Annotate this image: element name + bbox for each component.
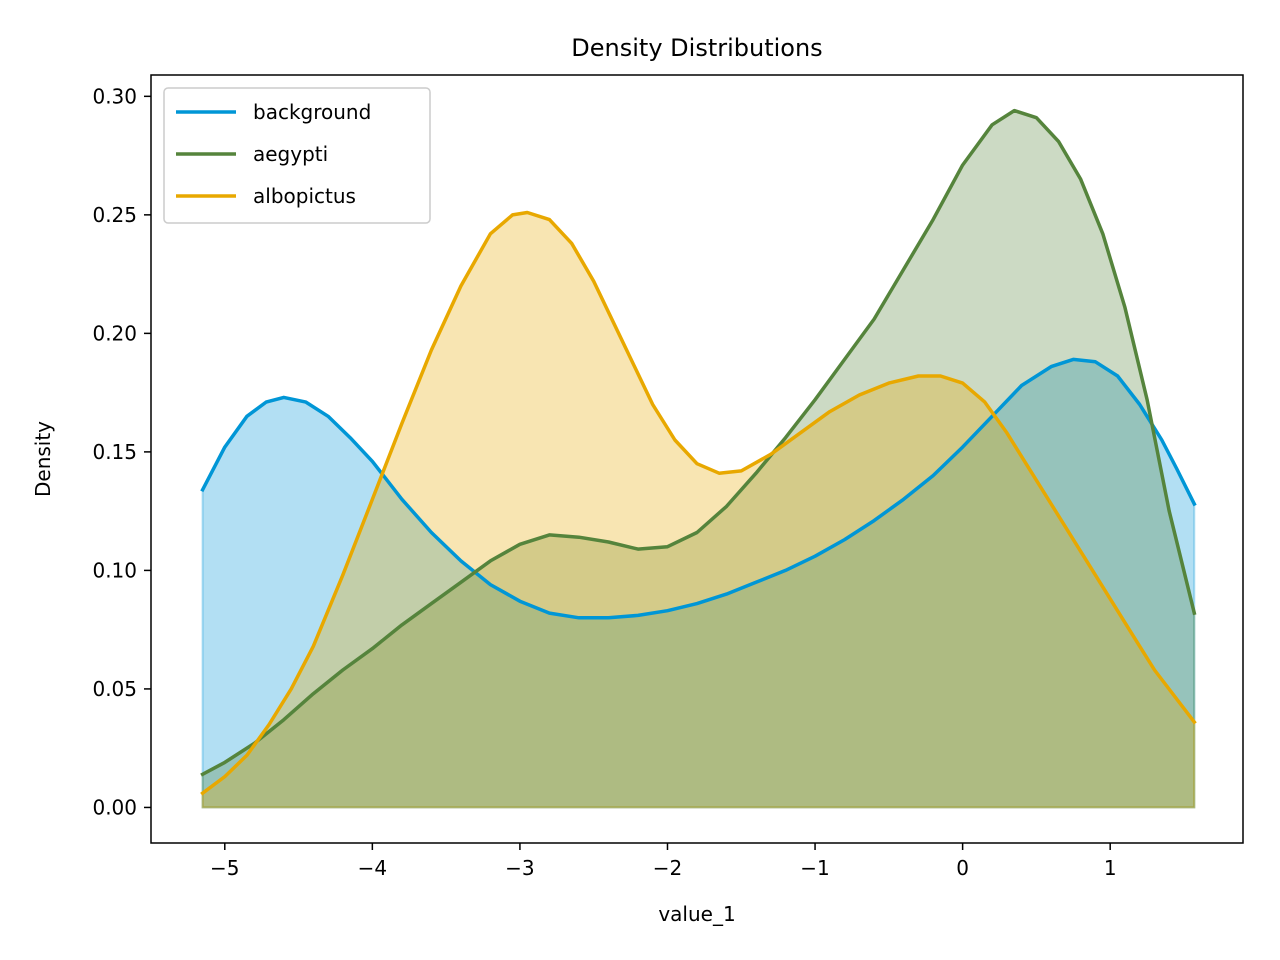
y-tick-label: 0.20 bbox=[92, 321, 137, 345]
legend-label-albopictus: albopictus bbox=[253, 184, 356, 208]
density-lines bbox=[200, 108, 1197, 796]
legend-label-aegypti: aegypti bbox=[253, 142, 328, 166]
x-tick-label: −1 bbox=[800, 856, 829, 880]
y-tick-label: 0.10 bbox=[92, 558, 137, 582]
x-tick-label: 1 bbox=[1104, 856, 1117, 880]
legend-label-background: background bbox=[253, 100, 371, 124]
line-background bbox=[200, 357, 1197, 620]
y-tick-label: 0.05 bbox=[92, 677, 137, 701]
x-tick-label: −3 bbox=[505, 856, 534, 880]
y-axis-label: Density bbox=[31, 421, 55, 497]
y-tick-label: 0.25 bbox=[92, 203, 137, 227]
x-tick-label: −2 bbox=[653, 856, 682, 880]
y-tick-label: 0.00 bbox=[92, 795, 137, 819]
legend: background aegypti albopictus bbox=[163, 87, 431, 224]
x-axis: −5 −4 −3 −2 −1 0 1 bbox=[210, 843, 1117, 880]
chart-title: Density Distributions bbox=[571, 34, 822, 62]
x-tick-label: −5 bbox=[210, 856, 239, 880]
plot-frame bbox=[150, 74, 1244, 844]
y-tick-label: 0.30 bbox=[92, 84, 137, 108]
line-albopictus bbox=[200, 210, 1197, 796]
y-axis: 0.00 0.05 0.10 0.15 0.20 0.25 0.30 bbox=[92, 84, 151, 819]
line-aegypti bbox=[200, 108, 1197, 777]
x-tick-label: 0 bbox=[956, 856, 969, 880]
legend-box bbox=[163, 87, 431, 224]
x-axis-label: value_1 bbox=[658, 902, 735, 926]
density-areas bbox=[201, 109, 1196, 809]
x-tick-label: −4 bbox=[358, 856, 387, 880]
y-tick-label: 0.15 bbox=[92, 440, 137, 464]
